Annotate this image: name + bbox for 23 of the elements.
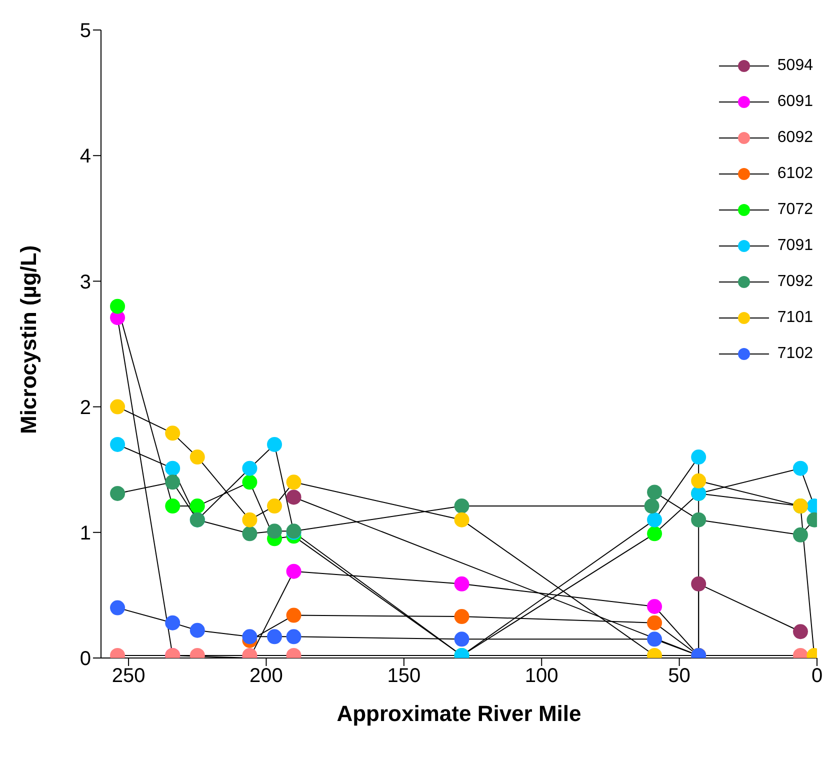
y-tick-label: 5	[80, 20, 91, 42]
y-tick-label: 0	[80, 648, 91, 670]
y-tick-label: 2	[80, 396, 91, 419]
legend-label: 7072	[777, 201, 813, 219]
legend-label: 6091	[777, 93, 813, 111]
legend-label: 5094	[777, 57, 813, 75]
legend-label: 6102	[777, 165, 813, 183]
x-tick-label: 0	[811, 665, 823, 688]
y-axis-title: Microcystin (µg/L)	[16, 245, 41, 434]
x-tick-label: 100	[524, 665, 558, 688]
legend-label: 7092	[777, 273, 813, 291]
y-tick-label: 4	[80, 146, 91, 168]
legend-label: 7102	[777, 345, 813, 363]
x-tick-label: 250	[112, 665, 146, 688]
x-tick-label: 50	[668, 665, 690, 688]
y-tick-label: 1	[80, 522, 91, 544]
legend-label: 6092	[777, 129, 813, 147]
x-tick-label: 200	[250, 665, 283, 688]
x-axis-title: Approximate River Mile	[336, 701, 582, 726]
legend-label: 7101	[777, 309, 813, 327]
y-tick-label: 3	[80, 271, 91, 294]
x-tick-label: 150	[387, 665, 421, 688]
legend-label: 7091	[777, 237, 813, 255]
